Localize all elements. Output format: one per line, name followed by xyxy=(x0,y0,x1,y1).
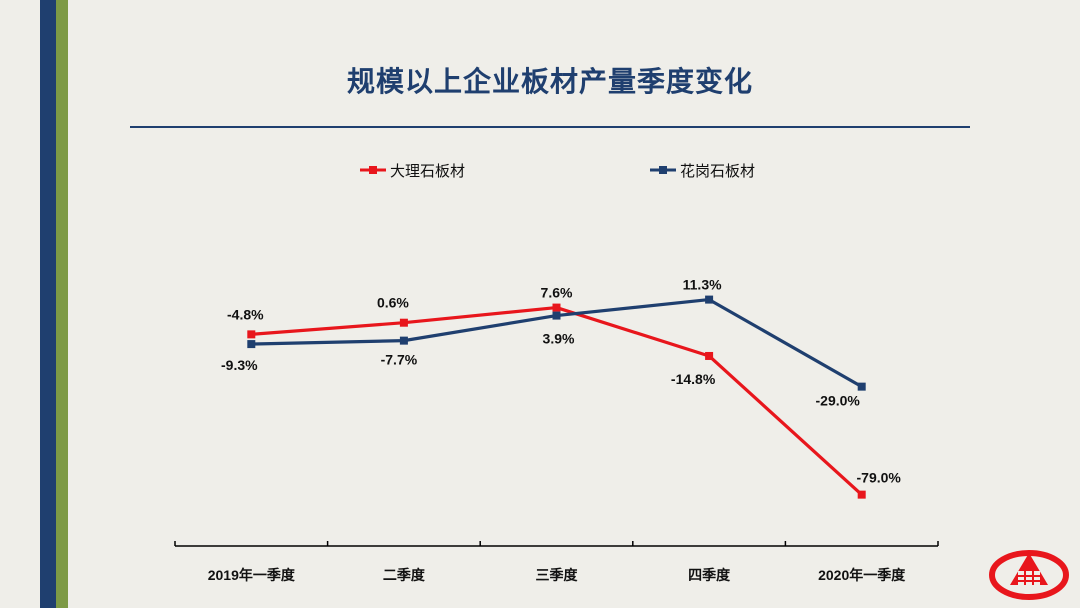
company-logo xyxy=(989,550,1069,600)
left-accent-stripe-navy xyxy=(40,0,56,608)
chart-legend: 大理石板材 花岗石板材 xyxy=(360,162,755,180)
data-point xyxy=(247,340,256,349)
chart-series: -4.8% 0.6% 7.6% -14.8% -79.0% -9.3% -7.7% 3.9% 1… xyxy=(221,277,901,499)
x-axis: 2019年一季度 二季度 三季度 四季度 2020年一季度 xyxy=(174,541,939,583)
data-label: 11.3% xyxy=(683,277,722,293)
data-label: -9.3% xyxy=(221,357,258,373)
data-point xyxy=(399,336,408,345)
data-label: 3.9% xyxy=(543,331,575,347)
data-label: -79.0% xyxy=(857,470,902,486)
legend-swatch-marker xyxy=(659,166,667,174)
data-label: -14.8% xyxy=(671,371,716,387)
data-label: -7.7% xyxy=(381,352,418,368)
x-tick-label: 2019年一季度 xyxy=(208,567,296,583)
x-tick-label: 四季度 xyxy=(688,567,731,583)
legend-label: 花岗石板材 xyxy=(680,162,755,180)
data-label: 0.6% xyxy=(377,295,409,311)
data-label: 7.6% xyxy=(541,285,573,301)
data-point xyxy=(552,311,561,320)
x-tick-label: 三季度 xyxy=(536,567,579,583)
data-point xyxy=(705,351,714,360)
data-point xyxy=(857,382,866,391)
left-accent-stripe-green xyxy=(56,0,68,608)
x-tick-label: 二季度 xyxy=(383,567,426,583)
data-label: -4.8% xyxy=(227,306,264,322)
data-point xyxy=(705,295,714,304)
legend-swatch-marker xyxy=(369,166,377,174)
data-point xyxy=(857,490,866,499)
data-point xyxy=(247,330,256,339)
x-tick-label: 2020年一季度 xyxy=(818,567,906,583)
data-point xyxy=(552,303,561,312)
legend-label: 大理石板材 xyxy=(390,162,465,180)
data-point xyxy=(399,318,408,327)
title-divider xyxy=(130,126,970,128)
data-label: -29.0% xyxy=(816,393,861,409)
page-title: 规模以上企业板材产量季度变化 xyxy=(346,65,753,98)
